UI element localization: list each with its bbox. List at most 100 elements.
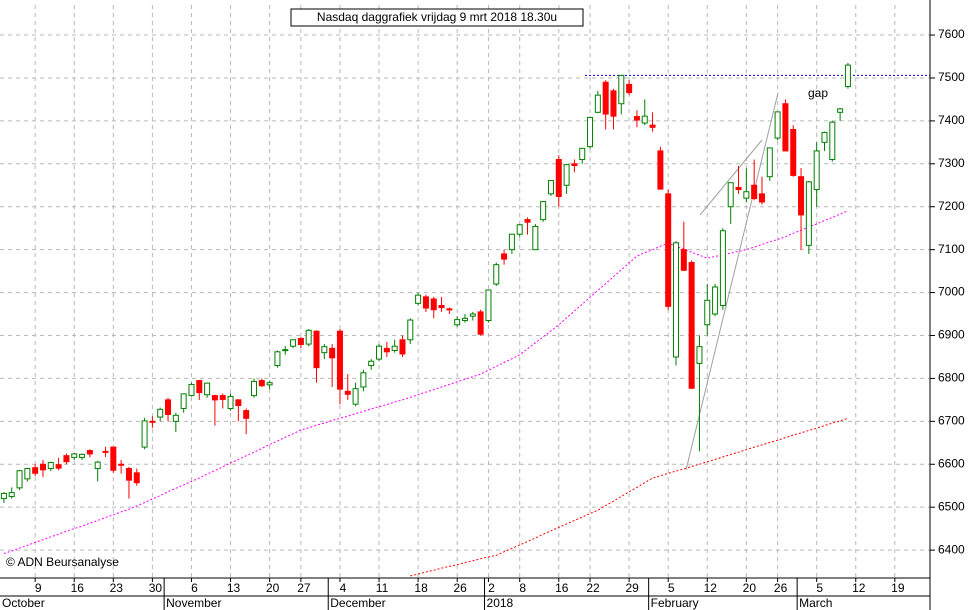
candle-body [524, 219, 531, 223]
candle-body [227, 395, 234, 409]
candle-body [516, 224, 523, 235]
candle-body [313, 330, 320, 369]
candle-body [250, 380, 257, 397]
x-tick-label: 12 [704, 581, 718, 595]
y-tick-label: 7200 [938, 199, 965, 213]
candle-body [8, 492, 15, 497]
candles [0, 62, 930, 503]
candle-body [172, 414, 179, 422]
candle-body [446, 308, 453, 311]
candle-body [618, 74, 625, 105]
candle-body [344, 390, 351, 395]
y-tick-label: 6400 [938, 542, 965, 556]
candle-body [454, 319, 461, 326]
candle-body [211, 395, 218, 401]
y-tick-label: 6700 [938, 414, 965, 428]
candle-body [469, 313, 476, 317]
candle-body [196, 380, 203, 394]
x-tick-label: 23 [110, 581, 124, 595]
candle-body [282, 349, 289, 352]
x-tick-label: 18 [414, 581, 428, 595]
x-tick-label: 12 [852, 581, 866, 595]
candle-body [704, 299, 711, 326]
candle-body [118, 463, 125, 466]
x-tick-label: 26 [454, 581, 468, 595]
candle-body [657, 150, 664, 190]
candle-body [532, 225, 539, 251]
candle-body [633, 116, 640, 121]
candle-body [602, 81, 609, 115]
candle-body [125, 468, 132, 481]
candle-body [844, 64, 851, 88]
candle-body [563, 164, 570, 186]
credit: © ADN Beursanalyse [6, 555, 119, 569]
candle-body [368, 360, 375, 367]
candle-body [94, 461, 101, 470]
candle-body [477, 311, 484, 335]
candle-body [579, 147, 586, 161]
x-group-label: 2018 [487, 596, 514, 610]
moving-average [3, 210, 849, 554]
candle-body [63, 455, 70, 463]
x-group-label: March [799, 596, 832, 610]
candle-body [438, 304, 445, 309]
candle-body [422, 296, 429, 309]
candle-body [24, 468, 31, 480]
candle-body [133, 472, 140, 484]
candle-body [805, 181, 812, 246]
candle-body [274, 351, 281, 367]
x-group-label: December [330, 596, 385, 610]
candle-body [39, 463, 46, 471]
y-tick-label: 6600 [938, 456, 965, 470]
candle-body [501, 253, 508, 260]
candle-body [383, 347, 390, 353]
candle-body [149, 420, 156, 423]
x-tick-label: 26 [774, 581, 788, 595]
candle-body [751, 184, 758, 200]
y-tick-label: 7600 [938, 27, 965, 41]
x-tick-label: 29 [625, 581, 639, 595]
x-tick-label: 5 [668, 581, 675, 595]
candle-body [735, 186, 742, 191]
candle-body [360, 372, 367, 388]
candle-body [594, 94, 601, 113]
x-tick-label: 22 [586, 581, 600, 595]
candle-body [141, 420, 148, 448]
candle-body [688, 262, 695, 389]
candle-body [798, 176, 805, 216]
candle-body [305, 329, 312, 345]
candle-body [188, 383, 195, 397]
x-tick-label: 13 [227, 581, 241, 595]
y-tick-label: 6500 [938, 499, 965, 513]
chart-title: Nasdaq daggrafiek vrijdag 9 mrt 2018 18.… [317, 10, 557, 24]
candle-body [32, 467, 39, 474]
candle-body [547, 180, 554, 195]
x-tick-label: 16 [71, 581, 85, 595]
candle-body [0, 492, 7, 500]
candle-body [243, 410, 250, 419]
y-tick-label: 7400 [938, 113, 965, 127]
x-tick-label: 30 [149, 581, 163, 595]
candle-body [407, 319, 414, 341]
x-tick-label: 5 [816, 581, 823, 595]
y-tick-label: 7300 [938, 156, 965, 170]
candle-body [727, 182, 734, 208]
x-tick-label: 16 [555, 581, 569, 595]
candle-body [399, 339, 406, 355]
x-group-label: November [166, 596, 221, 610]
candle-body [813, 150, 820, 191]
candle-body [485, 289, 492, 321]
candle-body [680, 249, 687, 271]
x-group-label: February [651, 596, 699, 610]
candle-body [352, 388, 359, 405]
candle-body [571, 163, 578, 167]
candle-body [266, 382, 273, 386]
candle-body [71, 453, 78, 458]
candle-body [415, 294, 422, 304]
y-tick-label: 7500 [938, 70, 965, 84]
x-tick-label: 20 [743, 581, 757, 595]
candle-body [297, 337, 304, 346]
candle-body [180, 393, 187, 409]
candle-body [219, 395, 226, 400]
candle-body [86, 450, 93, 455]
